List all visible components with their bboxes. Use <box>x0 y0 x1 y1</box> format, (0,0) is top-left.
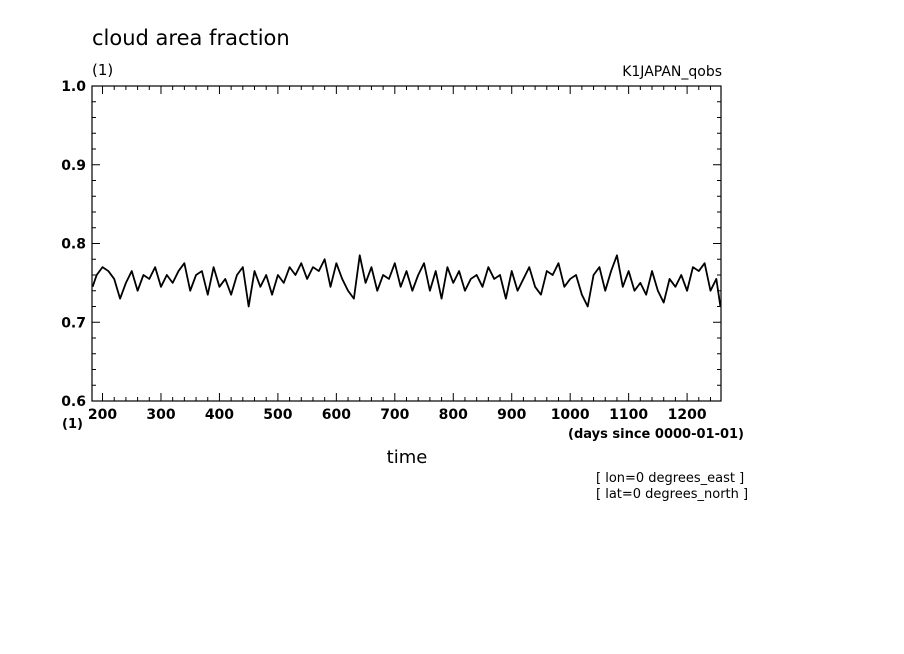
x-tick-label: 900 <box>497 407 526 423</box>
dataset-label: K1JAPAN_qobs <box>622 64 722 80</box>
x-tick-label: 600 <box>322 407 351 423</box>
series-line <box>91 254 722 308</box>
x-tick-label: 300 <box>146 407 175 423</box>
plot-frame <box>91 85 722 402</box>
y-tick-label: 0.6 <box>61 394 86 410</box>
x-tick-labels: 200 300 400 500 600 700 800 900 1000 1100 1200 <box>88 407 707 423</box>
x-tick-label: 500 <box>263 407 292 423</box>
x-unit-left: (1) <box>62 417 83 432</box>
x-tick-label: 1000 <box>551 407 590 423</box>
y-tick-label: 1.0 <box>61 79 86 95</box>
chart-title: cloud area fraction <box>92 26 290 50</box>
x-tick-label: 1200 <box>668 407 707 423</box>
x-axis-label: time <box>387 447 428 468</box>
x-tick-label: 200 <box>88 407 117 423</box>
y-tick-labels: 0.6 0.7 0.8 0.9 1.0 <box>61 79 86 410</box>
y-axis-label: (1) <box>92 61 113 79</box>
x-tick-label: 800 <box>439 407 468 423</box>
axis-ticks <box>92 85 721 402</box>
y-tick-label: 0.9 <box>61 158 86 174</box>
x-axis-units: (days since 0000-01-01) <box>568 427 744 442</box>
x-tick-label: 1100 <box>609 407 648 423</box>
y-tick-label: 0.8 <box>61 237 86 253</box>
x-tick-label: 700 <box>380 407 409 423</box>
note-lat: [ lat=0 degrees_north ] <box>596 487 748 502</box>
x-tick-label: 400 <box>205 407 234 423</box>
note-lon: [ lon=0 degrees_east ] <box>596 471 744 486</box>
y-tick-label: 0.7 <box>61 315 86 331</box>
